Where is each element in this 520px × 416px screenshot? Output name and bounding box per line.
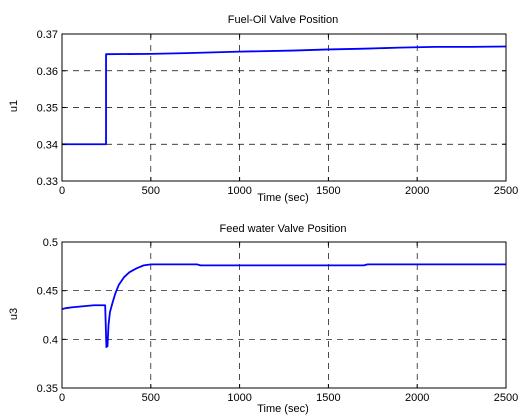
y-tick-label: 0.34: [37, 139, 58, 151]
x-axis-label: Time (sec): [257, 192, 309, 204]
x-tick-label: 500: [142, 185, 160, 197]
y-tick-label: 0.35: [37, 103, 58, 115]
y-tick-label: 0.5: [43, 237, 58, 249]
y-axis-label: u3: [8, 308, 20, 320]
y-tick-label: 0.37: [37, 29, 58, 41]
x-tick-label: 0: [59, 392, 65, 404]
series-line: [62, 45, 507, 146]
y-tick-label: 0.33: [37, 176, 58, 188]
x-tick-label: 2000: [405, 185, 429, 197]
y-tick-label: 0.35: [37, 383, 58, 395]
series-line: [61, 263, 506, 349]
feed-water-chart: Feed water Valve Position Time (sec) u3 …: [8, 223, 518, 415]
x-tick-label: 2500: [494, 392, 518, 404]
chart-title: Feed water Valve Position: [220, 223, 347, 235]
x-tick-label: 2500: [494, 185, 518, 197]
chart-title: Fuel-Oil Valve Position: [228, 14, 338, 26]
x-tick-label: 2000: [405, 392, 429, 404]
y-axis-label: u1: [8, 100, 20, 112]
x-tick-label: 0: [59, 185, 65, 197]
y-tick-label: 0.4: [43, 334, 58, 346]
fuel-oil-chart: Fuel-Oil Valve Position Time (sec) u1 0 5…: [8, 14, 518, 204]
x-tick-label: 1000: [227, 392, 251, 404]
x-axis-label: Time (sec): [257, 403, 309, 415]
x-tick-label: 1500: [316, 392, 340, 404]
x-tick-label: 1500: [316, 185, 340, 197]
x-tick-label: 1000: [227, 185, 251, 197]
axes-frame: [61, 241, 507, 389]
plot-area: [62, 242, 506, 388]
y-tick-label: 0.36: [37, 66, 58, 78]
x-tick-label: 500: [142, 392, 160, 404]
y-tick-label: 0.45: [37, 286, 58, 298]
